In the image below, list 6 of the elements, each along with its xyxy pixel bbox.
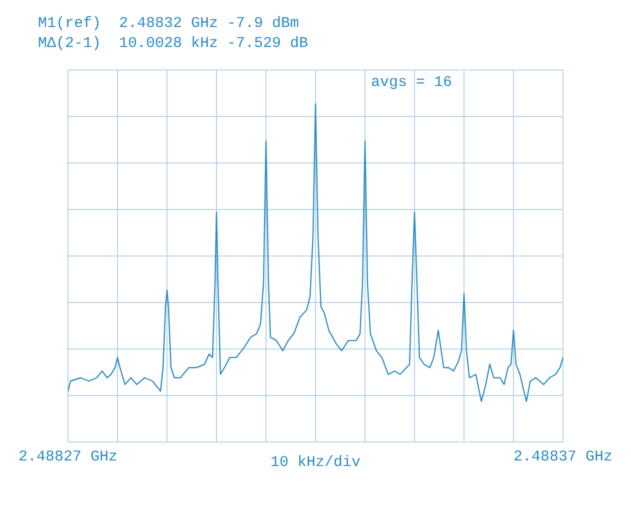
text: MΔ(2-1) 10.0028 kHz -7.529 dB [38,34,308,54]
x-tick-label: 2.48827 GHz [18,448,118,466]
text: M1(ref) 2.48832 GHz -7.9 dBm [38,14,300,34]
x-tick-label: 2.48837 GHz [513,448,613,466]
x-axis-title: 10 kHz/div [270,454,361,471]
text: avgs = 16 [368,74,456,91]
